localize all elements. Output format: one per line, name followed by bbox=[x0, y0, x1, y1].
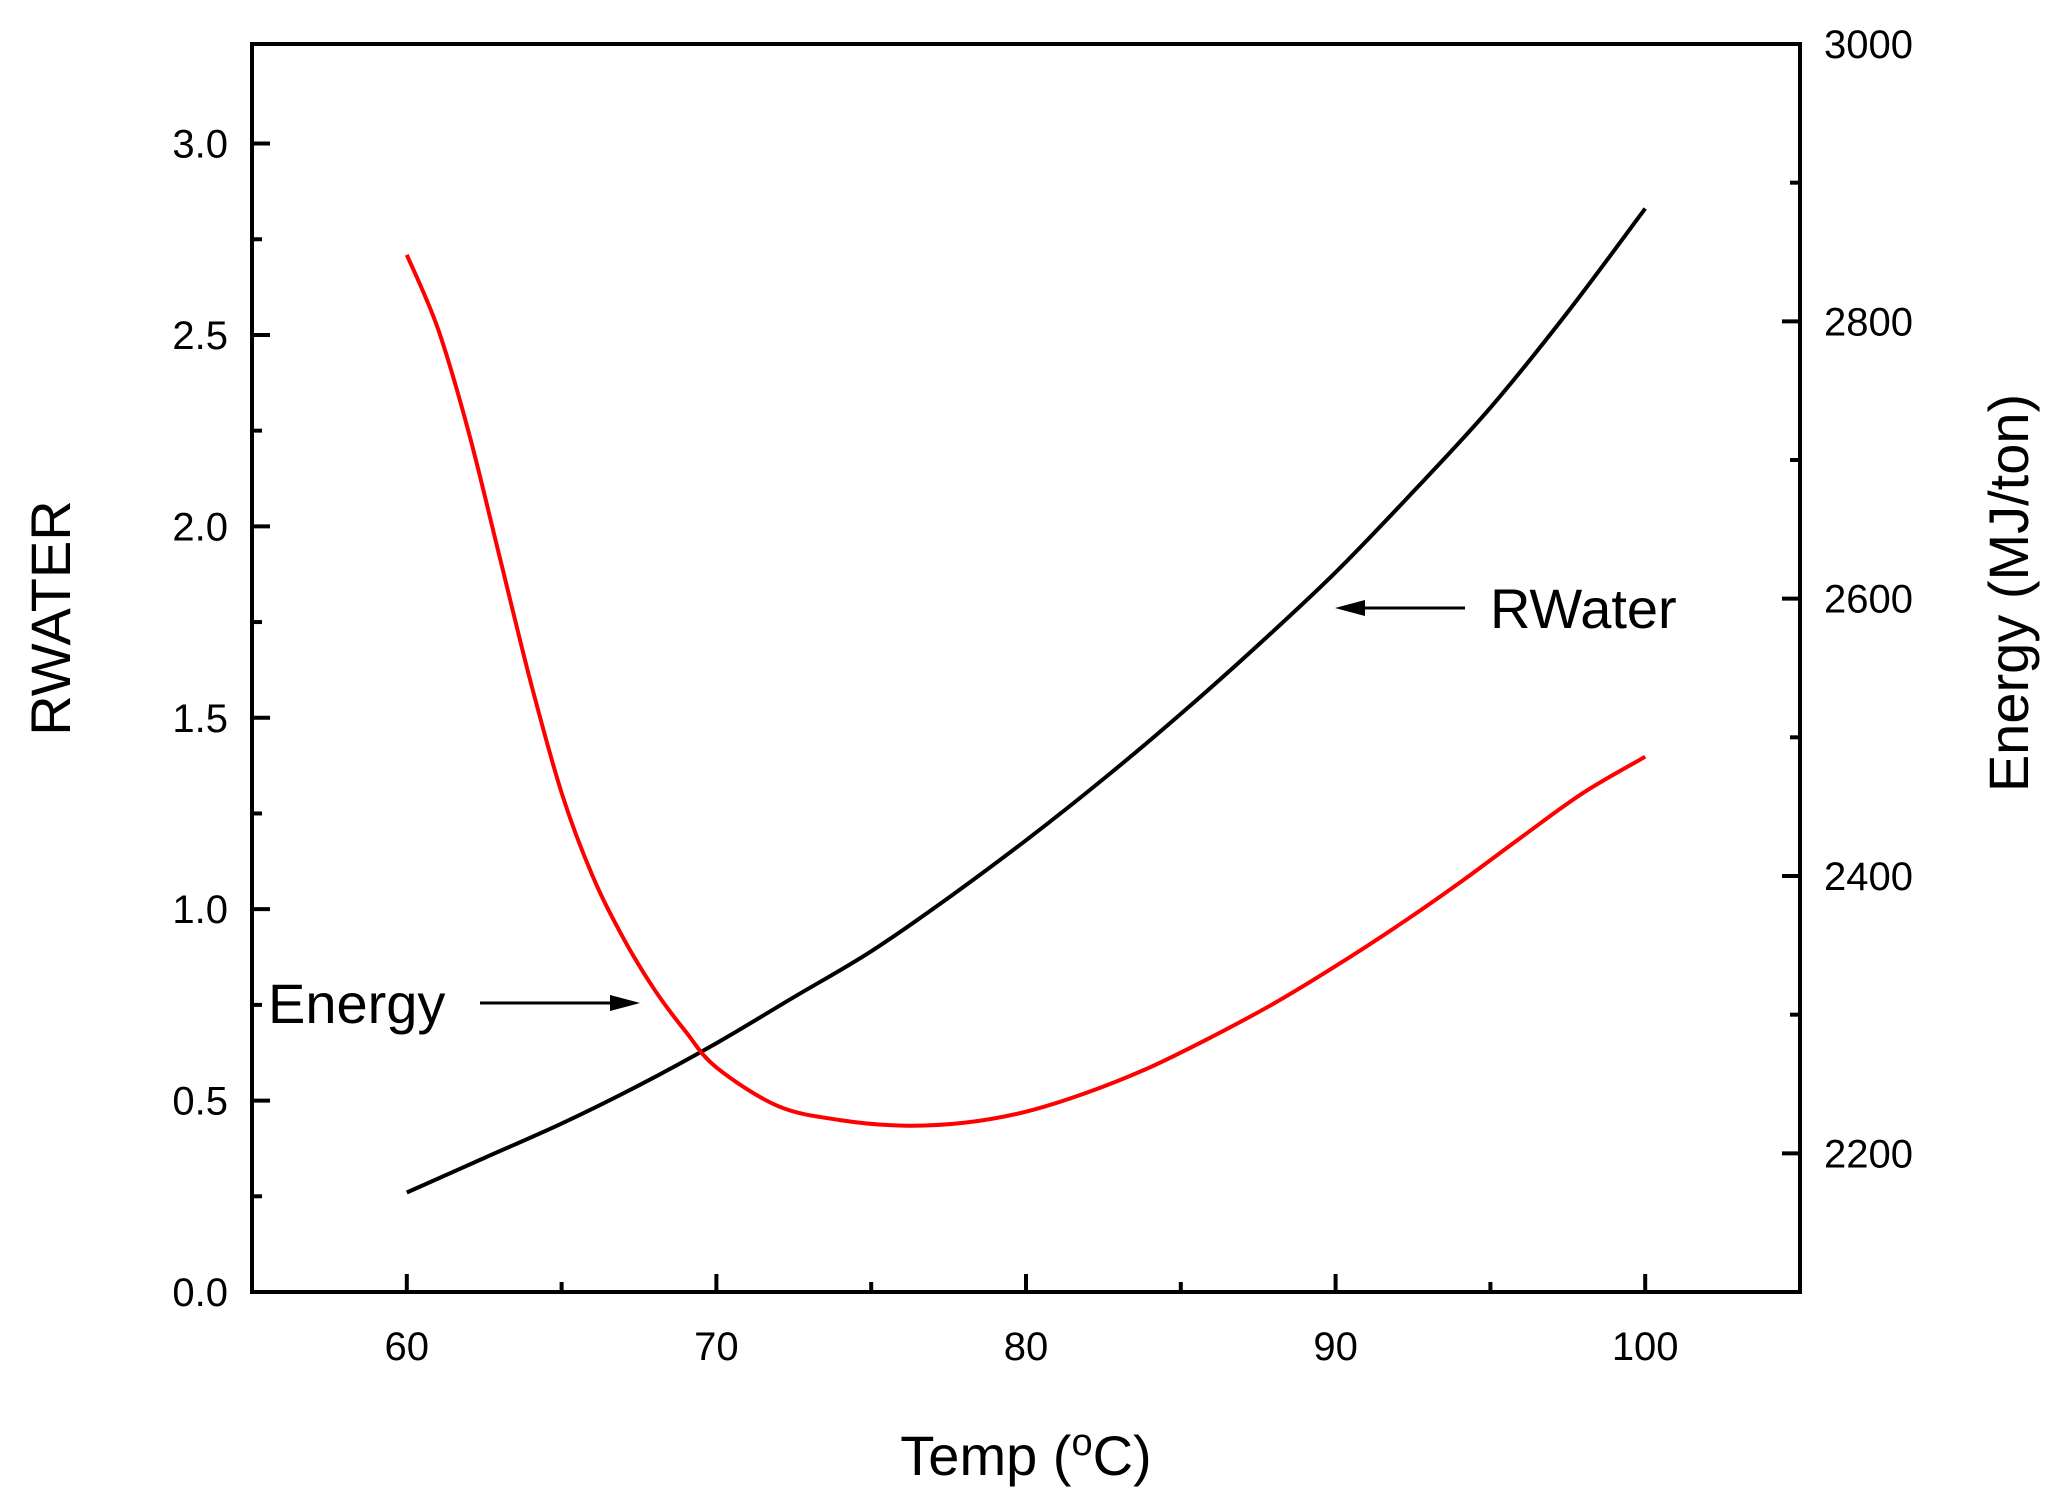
right-y-tick-label: 2600 bbox=[1824, 578, 1913, 622]
x-tick-label: 100 bbox=[1612, 1325, 1679, 1369]
rwater-annotation-label: RWater bbox=[1490, 577, 1677, 640]
annotations: RWater Energy bbox=[268, 577, 1677, 1035]
x-tick-label: 80 bbox=[1004, 1325, 1049, 1369]
left-y-tick-label: 1.5 bbox=[172, 697, 228, 741]
x-axis-title-degree: o bbox=[1071, 1422, 1092, 1464]
x-axis-title-main: Temp ( bbox=[900, 1424, 1071, 1487]
right-y-tick-label: 2400 bbox=[1824, 855, 1913, 899]
plot-frame bbox=[250, 42, 1802, 1294]
right-y-tick-label: 2200 bbox=[1824, 1132, 1913, 1176]
x-tick-label: 60 bbox=[385, 1325, 430, 1369]
x-tick-label: 70 bbox=[694, 1325, 739, 1369]
left-y-tick-label: 2.5 bbox=[172, 314, 228, 358]
energy-annotation-arrowhead bbox=[610, 995, 640, 1011]
x-tick-label: 90 bbox=[1313, 1325, 1358, 1369]
right-y-tick-label: 3000 bbox=[1824, 23, 1913, 67]
energy-series-line bbox=[404, 254, 1647, 1128]
x-axis-title: Temp (oC) bbox=[900, 1422, 1151, 1487]
left-y-tick-label: 0.5 bbox=[172, 1080, 228, 1124]
right-y-axis-title: Energy (MJ/ton) bbox=[1977, 394, 2040, 792]
left-y-axis: 0.0 0.5 1.0 1.5 2.0 2.5 3.0 bbox=[172, 123, 270, 1315]
right-y-tick-label: 2800 bbox=[1824, 300, 1913, 344]
series-layer bbox=[404, 207, 1647, 1195]
x-axis: 60 70 80 90 100 bbox=[385, 1274, 1679, 1369]
left-y-tick-label: 0.0 bbox=[172, 1271, 228, 1315]
left-y-axis-title: RWATER bbox=[19, 500, 82, 735]
x-axis-title-unit: C) bbox=[1093, 1424, 1152, 1487]
rwater-series-line bbox=[405, 207, 1647, 1195]
right-y-axis: 2200 2400 2600 2800 3000 bbox=[1782, 23, 1913, 1176]
energy-annotation-label: Energy bbox=[268, 972, 445, 1035]
left-y-tick-label: 2.0 bbox=[172, 505, 228, 549]
left-y-tick-label: 1.0 bbox=[172, 888, 228, 932]
rwater-annotation-arrowhead bbox=[1335, 600, 1365, 616]
left-y-tick-label: 3.0 bbox=[172, 123, 228, 167]
